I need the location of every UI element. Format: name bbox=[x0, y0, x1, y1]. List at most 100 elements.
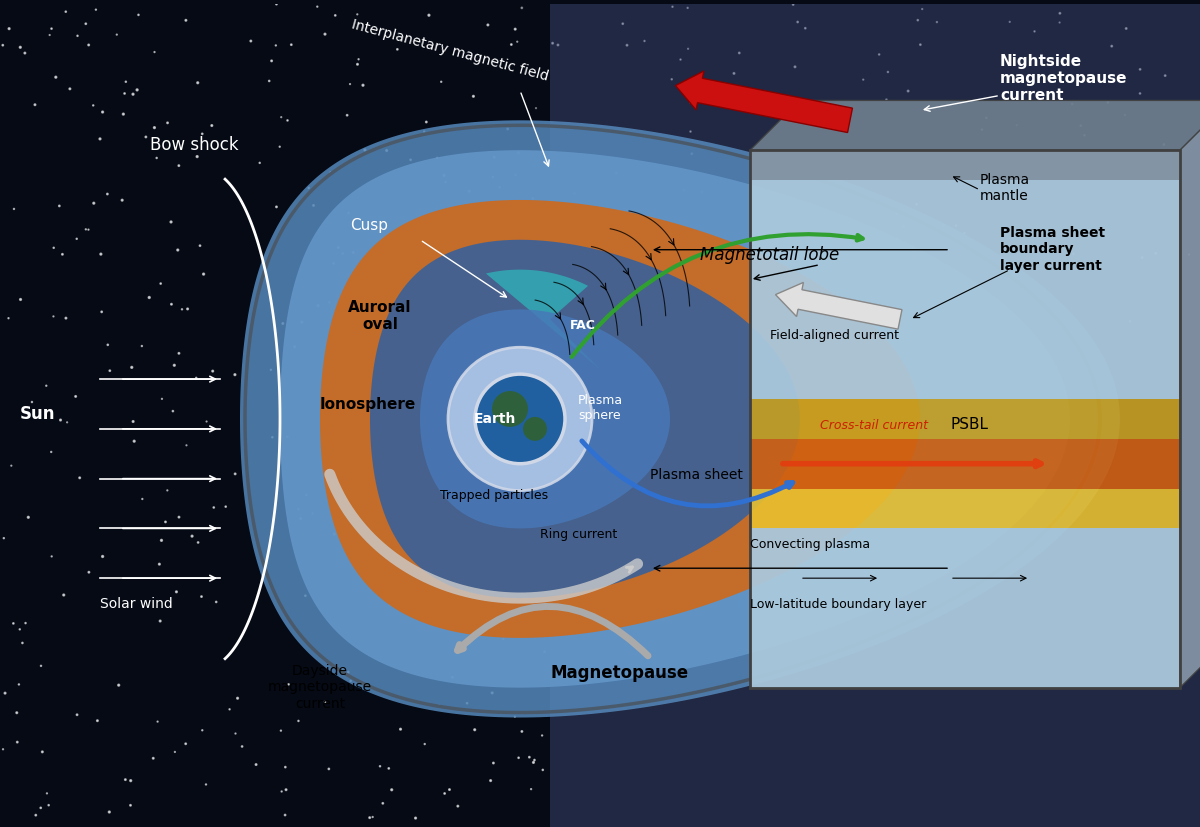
Point bbox=[373, 498, 392, 511]
Point bbox=[332, 662, 352, 676]
Point bbox=[955, 227, 974, 240]
Point bbox=[216, 500, 235, 514]
Point bbox=[32, 745, 52, 758]
Point bbox=[1030, 294, 1049, 307]
Polygon shape bbox=[486, 270, 600, 369]
Point bbox=[324, 528, 343, 541]
Polygon shape bbox=[370, 240, 800, 598]
Point bbox=[308, 299, 328, 313]
Point bbox=[533, 763, 552, 777]
Point bbox=[19, 511, 38, 524]
Text: Plasma sheet
boundary
layer current: Plasma sheet boundary layer current bbox=[1000, 227, 1105, 273]
Point bbox=[432, 579, 451, 592]
Point bbox=[522, 782, 541, 796]
Text: FAC: FAC bbox=[570, 319, 596, 332]
Point bbox=[101, 364, 120, 377]
Point bbox=[88, 714, 107, 727]
Point bbox=[148, 151, 167, 165]
Point bbox=[373, 796, 392, 810]
Point bbox=[277, 430, 296, 443]
Point bbox=[0, 39, 12, 52]
Point bbox=[79, 566, 98, 579]
Point bbox=[481, 267, 500, 280]
Point bbox=[262, 363, 281, 376]
Point bbox=[364, 810, 383, 824]
Point bbox=[662, 73, 682, 86]
Point bbox=[692, 185, 712, 198]
Point bbox=[192, 590, 211, 603]
Point bbox=[1063, 98, 1082, 111]
Point bbox=[391, 558, 410, 571]
Point bbox=[460, 184, 479, 198]
Point bbox=[409, 435, 428, 448]
Point bbox=[169, 159, 188, 172]
Point bbox=[535, 645, 554, 658]
Point bbox=[289, 715, 308, 728]
Point bbox=[414, 271, 433, 284]
Circle shape bbox=[475, 374, 565, 464]
Point bbox=[167, 586, 186, 599]
Point bbox=[1102, 40, 1121, 53]
Point bbox=[450, 512, 469, 525]
Text: PSBL: PSBL bbox=[950, 417, 988, 432]
Point bbox=[1, 459, 20, 472]
Point bbox=[414, 540, 433, 553]
Point bbox=[486, 592, 505, 605]
Point bbox=[671, 53, 690, 66]
Point bbox=[276, 809, 295, 822]
Point bbox=[10, 623, 29, 636]
Point bbox=[360, 811, 379, 825]
Point bbox=[480, 442, 499, 456]
Point bbox=[349, 53, 368, 66]
Point bbox=[908, 13, 928, 26]
Point bbox=[572, 302, 592, 315]
Point bbox=[776, 310, 796, 323]
Point bbox=[66, 390, 85, 403]
Point bbox=[743, 247, 762, 261]
Point bbox=[788, 16, 808, 29]
Point bbox=[203, 365, 222, 378]
Point bbox=[127, 84, 146, 97]
Point bbox=[823, 229, 842, 242]
Point bbox=[226, 368, 245, 381]
Point bbox=[266, 39, 286, 52]
Point bbox=[641, 317, 660, 330]
Point bbox=[324, 256, 343, 270]
Point bbox=[383, 480, 402, 494]
Point bbox=[678, 42, 697, 55]
Point bbox=[246, 758, 265, 771]
Point bbox=[1025, 25, 1044, 38]
Point bbox=[1154, 138, 1174, 151]
Point bbox=[509, 146, 528, 160]
Point bbox=[299, 181, 318, 194]
Point bbox=[163, 404, 182, 418]
Point bbox=[758, 208, 778, 222]
Point bbox=[508, 35, 527, 48]
Point bbox=[115, 773, 134, 786]
Point bbox=[636, 262, 655, 275]
Point bbox=[67, 232, 86, 246]
Polygon shape bbox=[750, 439, 1180, 489]
Point bbox=[406, 811, 425, 825]
Point bbox=[493, 632, 512, 645]
Point bbox=[635, 35, 654, 48]
Point bbox=[1156, 69, 1175, 82]
Point bbox=[1130, 87, 1150, 100]
Point bbox=[56, 5, 76, 18]
Point bbox=[0, 22, 19, 36]
Point bbox=[296, 488, 316, 501]
Point bbox=[157, 484, 176, 497]
Point bbox=[853, 73, 872, 86]
Point bbox=[524, 756, 544, 769]
Text: Solar wind: Solar wind bbox=[100, 597, 173, 611]
Point bbox=[40, 799, 59, 812]
Point bbox=[16, 616, 35, 629]
Point bbox=[151, 277, 170, 290]
Point bbox=[144, 752, 163, 765]
Point bbox=[107, 28, 126, 41]
Point bbox=[278, 114, 298, 127]
Point bbox=[449, 800, 468, 813]
Point bbox=[233, 740, 252, 753]
Point bbox=[508, 278, 527, 291]
Point bbox=[166, 745, 185, 758]
